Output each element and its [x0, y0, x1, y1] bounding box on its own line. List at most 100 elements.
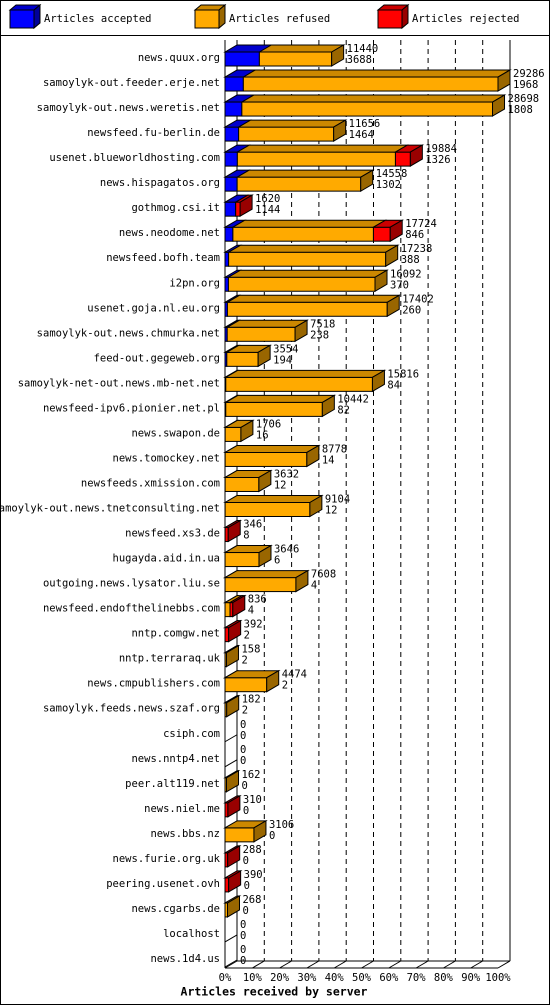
accepted-label: 260	[402, 304, 421, 316]
bar-top	[236, 119, 348, 128]
accepted-label: 1808	[508, 104, 533, 116]
bar-segment	[225, 376, 373, 392]
row-floor	[224, 759, 238, 768]
bar-side	[232, 594, 246, 618]
y-tick-label: i2pn.org	[169, 277, 220, 289]
bar-side	[225, 644, 239, 668]
total-label: 19884	[425, 143, 457, 155]
total-label: 11440	[347, 43, 379, 55]
bar-side	[360, 169, 374, 193]
bar-top	[235, 169, 375, 178]
y-tick-label: samoylyk-out.feeder.erje.net	[43, 77, 220, 89]
accepted-label: 3688	[347, 54, 372, 66]
bar-side	[227, 845, 241, 868]
total-label: 288	[243, 844, 262, 856]
accepted-label: 1464	[349, 129, 374, 141]
bar-side	[294, 319, 308, 343]
accepted-label: 0	[240, 730, 246, 742]
accepted-label: 370	[390, 279, 409, 291]
bar-side	[389, 219, 403, 243]
tick-mark	[497, 960, 511, 969]
bar-top	[226, 269, 389, 278]
tick-mark	[224, 960, 238, 969]
bar-segment	[224, 251, 230, 267]
tick-mark	[279, 960, 292, 969]
y-tick-label: news.quux.org	[138, 52, 220, 64]
bar-segment	[224, 226, 234, 242]
y-tick-label: samoylyk-net-out.news.mb-net.net	[18, 377, 220, 389]
accepted-label: 2	[241, 655, 247, 667]
y-tick-label: newsfeed.xs3.de	[125, 528, 220, 540]
legend-swatch-side	[218, 3, 226, 30]
x-tick-label: 100%	[485, 972, 511, 984]
x-tick-label: 80%	[434, 972, 454, 984]
accepted-label: 6	[274, 555, 280, 567]
accepted-label: 2	[244, 630, 250, 642]
y-tick-label: news.neodome.net	[119, 227, 220, 239]
bar-segment	[224, 677, 268, 693]
total-label: 3632	[274, 468, 299, 480]
accepted-label: 1326	[425, 154, 450, 166]
y-tick-label: nntp.terraraq.uk	[119, 653, 221, 665]
x-tick-label: 20%	[270, 972, 290, 984]
y-tick-label: samoylyk-out.news.tnetconsulting.net	[0, 503, 220, 515]
y-tick-label: usenet.blueworldhosting.com	[49, 152, 220, 164]
bar-segment	[226, 326, 296, 342]
legend-swatch-side	[33, 3, 41, 30]
bar-top	[223, 570, 310, 579]
bar-segment	[224, 151, 238, 167]
bar-side	[239, 194, 253, 218]
y-tick-label: csiph.com	[163, 728, 220, 740]
y-tick-label: news.furie.org.uk	[113, 853, 221, 865]
y-tick-label: news.swapon.de	[131, 427, 220, 439]
bar-segment	[224, 602, 231, 618]
y-tick-label: news.nntp4.net	[131, 753, 220, 765]
bar-segment	[235, 201, 241, 217]
bar-side	[240, 419, 254, 443]
x-axis-title: Articles received by server	[181, 985, 368, 999]
accepted-label: 16	[256, 429, 269, 441]
bar-side	[258, 469, 272, 493]
y-tick-label: samoylyk-out.news.chmurka.net	[37, 327, 220, 339]
bar-segment	[224, 276, 229, 292]
x-tick-label: 0%	[219, 972, 232, 984]
bar-segment	[238, 126, 335, 142]
bar-top	[223, 394, 337, 403]
tick-mark	[361, 960, 374, 969]
y-tick-label: news.hispagatos.org	[100, 177, 220, 189]
accepted-label: 194	[273, 354, 292, 366]
total-label: 17724	[405, 218, 437, 230]
x-tick-label: 90%	[461, 972, 481, 984]
bar-side	[226, 769, 240, 793]
bar-side	[309, 494, 323, 518]
total-label: 310	[243, 794, 262, 806]
y-tick-label: peering.usenet.ovh	[106, 878, 220, 890]
total-label: 268	[242, 894, 261, 906]
accepted-label: 0	[240, 930, 246, 942]
total-label: 15816	[387, 368, 419, 380]
bar-segment	[232, 226, 374, 242]
accepted-label: 0	[243, 855, 249, 867]
total-label: 10442	[337, 393, 369, 405]
bar-segment	[236, 151, 396, 167]
total-label: 392	[244, 619, 263, 631]
bar-side	[266, 669, 280, 693]
y-tick-label: newsfeed-ipv6.pionier.net.pl	[43, 402, 220, 414]
accepted-label: 8	[243, 530, 249, 542]
x-tick-label: 70%	[407, 972, 427, 984]
accepted-label: 82	[337, 404, 350, 416]
tick-mark	[306, 960, 320, 969]
total-label: 28698	[508, 93, 540, 105]
accepted-label: 0	[244, 880, 250, 892]
total-label: 9104	[325, 494, 350, 506]
bar-segment	[224, 476, 260, 492]
bar-side	[385, 244, 399, 268]
bar-side	[258, 544, 272, 568]
tick-mark	[415, 960, 429, 969]
y-tick-label: newsfeed.fu-berlin.de	[87, 127, 220, 139]
bar-top	[223, 369, 387, 378]
legend-swatch	[194, 9, 220, 29]
legend-swatch	[9, 9, 35, 29]
total-label: 0	[240, 944, 246, 956]
